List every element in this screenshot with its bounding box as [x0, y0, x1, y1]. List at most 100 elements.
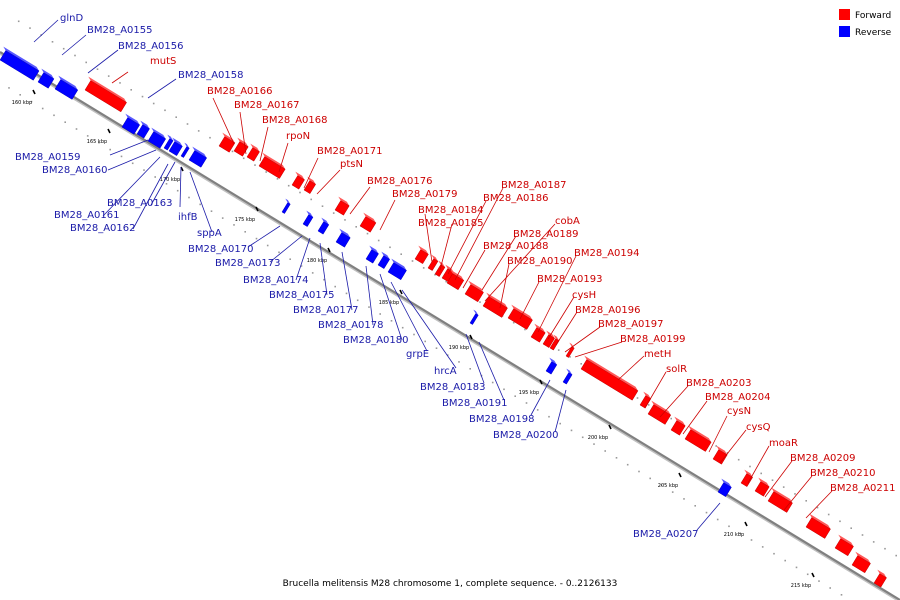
- scale-tick-mark: [539, 379, 543, 385]
- reverse-gene-label: BM28_A0177: [293, 305, 359, 316]
- spacer-dot: [636, 397, 639, 399]
- forward-gene-8: [359, 212, 377, 233]
- reverse-label-bm28-a0191: BM28_A0191: [442, 341, 508, 409]
- forward-leader-line: [574, 341, 623, 358]
- spacer-dot: [671, 491, 674, 493]
- forward-gene-31: [834, 534, 854, 557]
- scale-tick-mark: [327, 247, 331, 253]
- forward-gene-17: [530, 323, 546, 343]
- reverse-leader-line: [150, 161, 176, 206]
- spacer-dot: [96, 68, 99, 70]
- reverse-gene-top: [41, 68, 54, 79]
- forward-gene-body: [303, 180, 317, 194]
- forward-gene-33: [873, 569, 887, 588]
- spacer-dot: [29, 27, 31, 29]
- reverse-label-bm28-a0161: BM28_A0161: [54, 156, 161, 221]
- forward-leader-line: [682, 400, 708, 435]
- spacer-dot: [782, 486, 785, 488]
- reverse-leader-line: [107, 149, 157, 171]
- forward-label-bm28-a0204: BM28_A0204: [682, 392, 771, 435]
- spacer-dot: [210, 210, 213, 212]
- forward-gene-top: [838, 534, 854, 547]
- reverse-gene-body: [469, 313, 479, 325]
- spacer-dot: [761, 546, 764, 548]
- reverse-gene-top: [3, 46, 40, 71]
- forward-gene-top: [445, 264, 454, 273]
- forward-leader-line: [303, 157, 319, 189]
- reverse-leader-line: [530, 379, 551, 416]
- spacer-dot: [750, 539, 753, 541]
- spacer-dot: [615, 457, 618, 459]
- forward-gene-1: [218, 132, 236, 153]
- forward-gene-body: [834, 538, 854, 557]
- forward-label-bm28-a0194: BM28_A0194: [537, 248, 640, 333]
- spacer-dot: [98, 141, 100, 144]
- forward-gene-body: [218, 136, 236, 153]
- forward-gene-body: [712, 449, 728, 465]
- forward-gene-top: [295, 171, 305, 180]
- forward-gene-4: [258, 152, 286, 179]
- reverse-leader-line: [696, 502, 721, 531]
- forward-gene-body: [446, 273, 465, 291]
- reverse-label-bm28-a0158: BM28_A0158: [147, 70, 244, 99]
- forward-label-meth: metH: [617, 349, 671, 381]
- reverse-gene-label: hrcA: [434, 366, 457, 377]
- spacer-dot: [806, 573, 809, 576]
- spacer-dot: [141, 95, 144, 98]
- reverse-gene-label: BM28_A0160: [42, 165, 108, 176]
- forward-gene-label: BM28_A0167: [234, 100, 300, 111]
- gene-features: [0, 46, 887, 588]
- legend: Forward Reverse: [839, 9, 892, 38]
- reverse-gene-top: [285, 198, 291, 205]
- reverse-leader-line: [465, 333, 485, 384]
- forward-leader-line: [484, 223, 556, 302]
- forward-gene-top: [222, 132, 235, 143]
- spacer-dot: [794, 493, 796, 495]
- spacer-dot: [445, 280, 447, 283]
- reverse-label-sppa: sppA: [189, 171, 222, 239]
- forward-label-cysh: cysH: [547, 290, 596, 340]
- scale-tick-label: 175 kbp: [235, 217, 255, 223]
- forward-gene-body: [740, 473, 754, 487]
- spacer-dot: [784, 559, 786, 562]
- spacer-dot: [143, 169, 145, 171]
- reverse-gene-top: [125, 113, 140, 125]
- spacer-dot: [512, 321, 515, 324]
- reverse-gene-body: [188, 150, 208, 168]
- reverse-gene-13: [335, 228, 351, 248]
- spacer-dot: [726, 452, 729, 454]
- reverse-gene-top: [192, 146, 207, 158]
- spacer-dot: [581, 436, 584, 439]
- reverse-gene-body: [168, 141, 183, 157]
- spacer-dot: [119, 82, 121, 84]
- reverse-leader-line: [379, 273, 403, 341]
- forward-gene-label: BM28_A0189: [513, 229, 579, 240]
- scale-ticks: 160 kbp 165 kbp 170 kbp 175 kbp 180 kbp 185 k…: [12, 89, 815, 589]
- reverse-gene-20: [717, 478, 732, 498]
- reverse-gene-top: [184, 142, 190, 149]
- reverse-gene-label: glnD: [60, 13, 83, 24]
- forward-gene-top: [431, 254, 438, 262]
- scale-tick-mark: [678, 472, 682, 478]
- forward-gene-label: ptsN: [340, 159, 363, 170]
- reverse-gene-label: BM28_A0198: [469, 414, 535, 425]
- spacer-dot: [660, 484, 663, 486]
- forward-label-rpon: rpoN: [278, 131, 310, 173]
- forward-leader-line: [708, 415, 728, 453]
- reverse-gene-body: [121, 117, 141, 135]
- forward-gene-body: [291, 175, 305, 190]
- backbone-line: [0, 51, 900, 600]
- scale-tick-mark: [255, 206, 259, 212]
- spacer-dot: [165, 183, 168, 185]
- spacer-dot: [131, 162, 134, 165]
- forward-gene-label: BM28_A0176: [367, 176, 433, 187]
- spacer-dot: [278, 251, 280, 254]
- scale-tick-label: 165 kbp: [87, 139, 107, 145]
- forward-gene-top: [88, 76, 127, 103]
- reverse-gene-body: [147, 131, 167, 149]
- spacer-dot: [164, 109, 166, 112]
- spacer-dot: [884, 547, 886, 550]
- reverse-gene-top: [167, 134, 174, 141]
- reverse-gene-top: [566, 368, 573, 375]
